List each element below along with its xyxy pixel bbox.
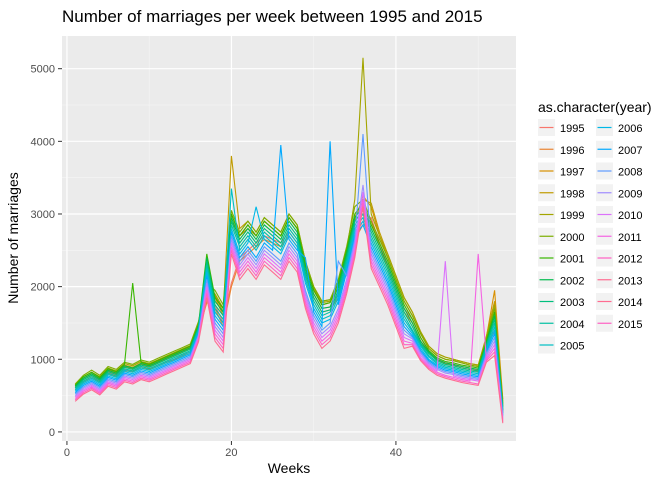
y-tick-label: 1000: [31, 354, 55, 366]
legend-entry-2015: 2015: [596, 314, 642, 332]
y-tick-label: 3000: [31, 209, 55, 221]
legend-entry-2014: 2014: [596, 293, 642, 310]
x-axis-title: Weeks: [268, 460, 311, 476]
legend-entry-2007: 2007: [596, 140, 642, 158]
legend-entry-2000: 2000: [538, 227, 584, 245]
legend-entry-2001: 2001: [538, 249, 584, 267]
chart-title: Number of marriages per week between 199…: [62, 7, 483, 26]
series-line-2010: [74, 192, 504, 419]
legend-label: 2005: [560, 341, 584, 353]
legend-entry-2009: 2009: [596, 184, 642, 202]
legend-entry-2012: 2012: [596, 249, 642, 267]
legend-label: 2010: [618, 210, 642, 222]
legend-entry-2005: 2005: [538, 336, 584, 354]
legend-label: 2011: [618, 232, 642, 244]
legend-label: 2012: [618, 254, 642, 266]
legend-entry-2004: 2004: [538, 314, 584, 332]
series-line-2005: [74, 188, 504, 412]
y-axis: 0 1000 2000 3000 4000 5000: [31, 64, 62, 439]
series-line-2002: [74, 205, 504, 408]
legend-label: 1997: [560, 167, 584, 179]
legend-entry-1996: 1996: [538, 140, 584, 158]
legend-title: as.character(year): [538, 99, 652, 115]
series-lines: [74, 57, 504, 424]
y-tick-label: 5000: [31, 64, 55, 76]
x-tick-label: 40: [390, 447, 402, 459]
legend-label: 2003: [560, 297, 584, 309]
legend-label: 1999: [560, 210, 584, 222]
legend-label: 2004: [560, 319, 584, 331]
legend-entry-1995: 1995: [538, 119, 584, 136]
legend-label: 2013: [618, 275, 642, 287]
series-line-2000: [74, 198, 504, 405]
legend-label: 1996: [560, 145, 584, 157]
legend-label: 2001: [560, 254, 584, 266]
legend-entry-1999: 1999: [538, 206, 584, 223]
legend-label: 1998: [560, 188, 584, 200]
legend-entry-1997: 1997: [538, 162, 584, 180]
series-line-2003: [74, 209, 504, 409]
legend-label: 2000: [560, 232, 584, 244]
legend-entry-2008: 2008: [596, 162, 642, 180]
legend-entry-2006: 2006: [596, 119, 642, 136]
legend-label: 2009: [618, 188, 642, 200]
legend-label: 2015: [618, 319, 642, 331]
x-tick-label: 0: [64, 447, 70, 459]
x-axis: 0 20 40: [64, 441, 402, 459]
legend-label: 2008: [618, 167, 642, 179]
series-line-2009: [74, 184, 504, 418]
legend-label: 2006: [618, 123, 642, 135]
legend-entry-2013: 2013: [596, 271, 642, 289]
legend-entry-1998: 1998: [538, 184, 584, 202]
legend-entry-2003: 2003: [538, 293, 584, 310]
y-tick-label: 4000: [31, 136, 55, 148]
legend-entry-2011: 2011: [596, 227, 642, 245]
series-line-2008: [74, 134, 504, 416]
series-line-2011: [74, 199, 504, 421]
legend-label: 2014: [618, 297, 642, 309]
legend-entry-2010: 2010: [596, 206, 642, 223]
series-line-2007: [74, 141, 504, 415]
x-tick-label: 20: [225, 447, 237, 459]
y-axis-title: Number of marriages: [5, 172, 21, 304]
series-line-2001: [74, 201, 504, 406]
legend-label: 2002: [560, 275, 584, 287]
legend-label: 2007: [618, 145, 642, 157]
y-tick-label: 2000: [31, 282, 55, 294]
legend-entry-2002: 2002: [538, 271, 584, 289]
legend: as.character(year) 1995 1996 1997 1998 1999 2…: [538, 99, 652, 354]
series-line-2013: [74, 206, 504, 424]
y-tick-label: 0: [49, 427, 55, 439]
legend-label: 1995: [560, 123, 584, 135]
series-line-2004: [74, 212, 504, 411]
series-line-2012: [74, 203, 504, 422]
